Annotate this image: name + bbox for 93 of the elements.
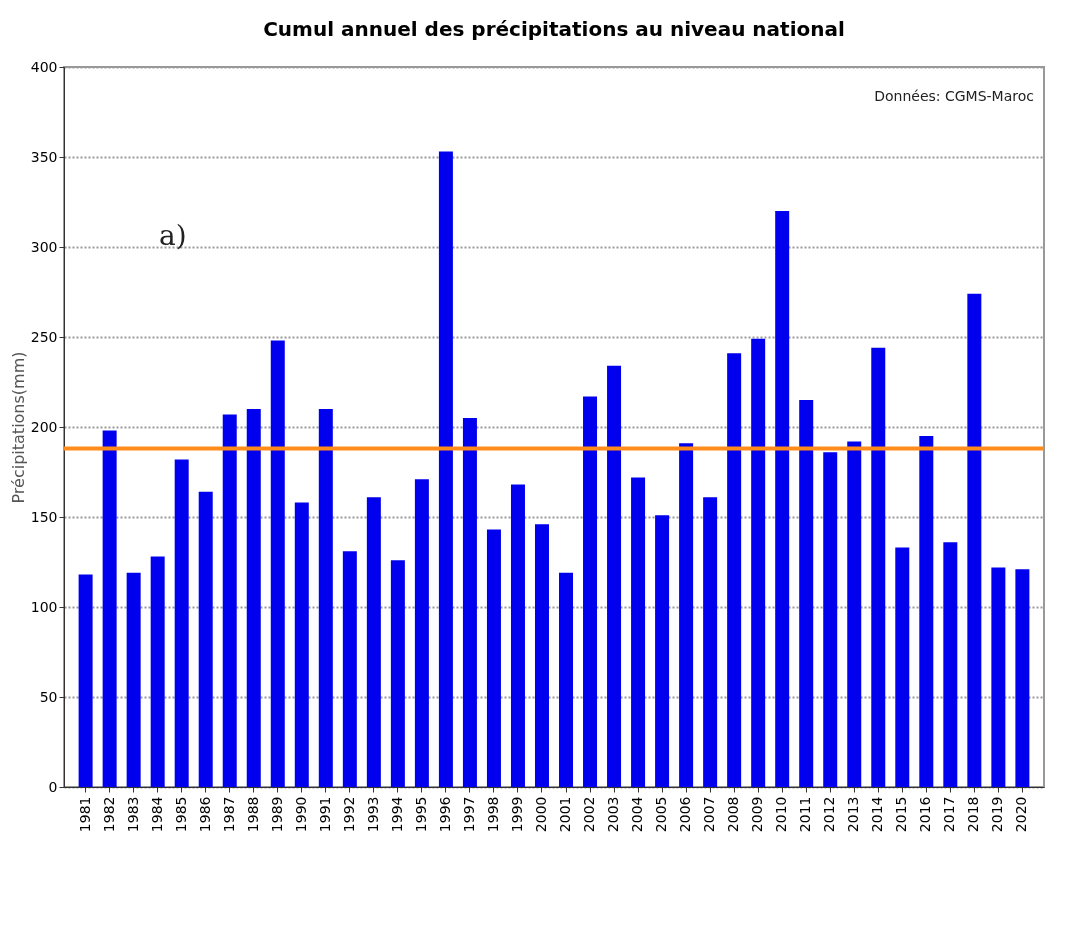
bar <box>871 347 886 787</box>
y-tick-label: 400 <box>30 58 58 75</box>
bar <box>799 400 814 787</box>
y-tick-label: 100 <box>30 598 58 615</box>
bar <box>342 551 357 787</box>
y-tick-label: 350 <box>30 148 58 165</box>
x-tick-label: 1990 <box>292 796 309 833</box>
bar <box>631 477 646 787</box>
y-tick-label: 50 <box>39 688 58 705</box>
x-tick-label: 1995 <box>412 796 429 833</box>
x-tick-label: 2003 <box>605 796 622 833</box>
bar <box>318 409 333 787</box>
x-tick-label: 2010 <box>773 796 790 833</box>
y-tick-label: 300 <box>30 238 58 255</box>
annotation: a) <box>159 219 187 252</box>
x-tick-label: 1992 <box>340 796 357 833</box>
bar <box>534 524 549 787</box>
bar <box>991 567 1006 787</box>
x-tick-label: 2019 <box>989 796 1006 833</box>
bar <box>78 574 93 787</box>
x-tick-label: 2005 <box>653 796 670 833</box>
chart-title: Cumul annuel des précipitations au niveau national <box>263 17 845 41</box>
x-tick-label: 2008 <box>725 796 742 833</box>
bar <box>294 502 309 787</box>
bar <box>943 542 958 787</box>
x-tick-label: 1994 <box>388 796 405 833</box>
bar <box>679 443 694 787</box>
x-tick-label: 1999 <box>508 796 525 833</box>
x-tick-label: 2006 <box>677 796 694 833</box>
bar <box>751 338 766 787</box>
x-tick-label: 2012 <box>821 796 838 833</box>
bar <box>703 497 718 787</box>
bar <box>438 151 453 787</box>
x-tick-label: 2014 <box>869 796 886 833</box>
x-tick-label: 2007 <box>701 796 718 833</box>
bar <box>462 418 477 787</box>
x-tick-label: 2015 <box>893 796 910 833</box>
bar <box>607 365 622 787</box>
y-tick-label: 150 <box>30 508 58 525</box>
bar <box>486 529 501 787</box>
x-tick-label: 1987 <box>220 796 237 833</box>
annotation: Données: CGMS-Maroc <box>874 88 1034 104</box>
x-tick-label: 1988 <box>244 796 261 833</box>
x-tick-label: 2004 <box>629 796 646 833</box>
bar <box>126 572 141 787</box>
bar <box>967 293 982 787</box>
x-tick-label: 2013 <box>845 796 862 833</box>
y-tick-label: 250 <box>30 328 58 345</box>
x-tick-label: 2009 <box>749 796 766 833</box>
bar <box>198 491 213 787</box>
bar <box>1015 569 1030 787</box>
x-tick-label: 1989 <box>268 796 285 833</box>
x-tick-label: 2017 <box>941 796 958 833</box>
x-tick-label: 1993 <box>364 796 381 833</box>
bar <box>414 479 429 787</box>
bar <box>246 409 261 787</box>
bar <box>655 515 670 787</box>
x-tick-label: 1991 <box>316 796 333 833</box>
bar <box>510 484 525 787</box>
bar <box>847 441 862 787</box>
x-tick-label: 1986 <box>196 796 213 833</box>
x-tick-label: 2000 <box>532 796 549 833</box>
x-tick-label: 1984 <box>148 796 165 833</box>
bar <box>222 414 237 787</box>
bar <box>150 556 165 787</box>
bar <box>390 560 405 787</box>
x-tick-label: 1983 <box>124 796 141 833</box>
bar <box>583 396 598 787</box>
bar <box>919 436 934 787</box>
x-tick-label: 2011 <box>797 796 814 833</box>
x-tick-label: 2020 <box>1013 796 1030 833</box>
bar <box>823 452 838 787</box>
bar <box>559 572 574 787</box>
bar <box>270 340 285 787</box>
x-tick-label: 1985 <box>172 796 189 833</box>
bar <box>102 430 117 787</box>
y-tick-label: 0 <box>48 778 58 795</box>
x-tick-label: 1981 <box>76 796 93 833</box>
x-tick-label: 2001 <box>557 796 574 833</box>
bar <box>895 547 910 787</box>
x-tick-label: 1997 <box>460 796 477 833</box>
x-tick-label: 2016 <box>917 796 934 833</box>
y-tick-label: 200 <box>30 418 58 435</box>
x-tick-label: 1998 <box>484 796 501 833</box>
x-tick-label: 1996 <box>436 796 453 833</box>
bar <box>775 211 790 787</box>
x-tick-label: 2018 <box>965 796 982 833</box>
y-axis-title: Précipitations(mm) <box>8 351 28 504</box>
bar <box>727 353 742 787</box>
x-tick-label: 1982 <box>100 796 117 833</box>
bar <box>174 459 189 787</box>
x-tick-label: 2002 <box>581 796 598 833</box>
bar <box>366 497 381 787</box>
